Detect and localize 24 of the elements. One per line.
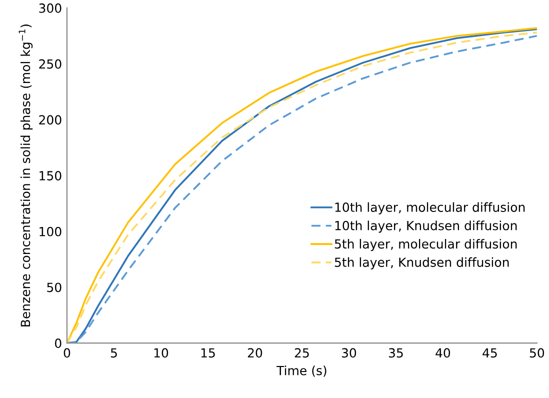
x-tick-label: 50 — [530, 348, 544, 358]
x-tick-label: 20 — [248, 348, 262, 358]
x-tick-label: 25 — [294, 348, 309, 358]
y-tick-label: 50 — [47, 282, 62, 292]
y-tick-label: 0 — [54, 338, 62, 348]
y-tick-label: 100 — [40, 226, 62, 236]
y-tick-label: 300 — [39, 3, 62, 13]
y-tick-label: 250 — [39, 59, 62, 69]
x-tick-label: 15 — [201, 348, 215, 358]
x-tick-label: 40 — [436, 348, 450, 358]
legend-label: 5th layer, molecular diffusion — [334, 238, 517, 252]
x-tick-label: 10 — [154, 348, 168, 358]
x-tick-label: 5 — [110, 348, 117, 358]
y-tick-label: 200 — [39, 115, 62, 125]
x-tick-label: 30 — [342, 348, 356, 358]
legend-label: 10th layer, molecular diffusion — [335, 202, 525, 214]
x-tick-label: 45 — [482, 348, 497, 358]
y-tick-label: 150 — [40, 170, 62, 180]
legend-label: 5th layer, Knudsen diffusion — [334, 257, 509, 270]
x-tick-label: 35 — [388, 348, 403, 358]
legend-label: 10th layer, Knudsen diffusion — [335, 220, 517, 233]
y-axis-title: Benzene concentration in solid phase (mol kg$^{−1}$) — [18, 24, 33, 326]
x-axis-title: Time (s) — [276, 366, 326, 377]
x-tick-label: 0 — [64, 348, 70, 358]
